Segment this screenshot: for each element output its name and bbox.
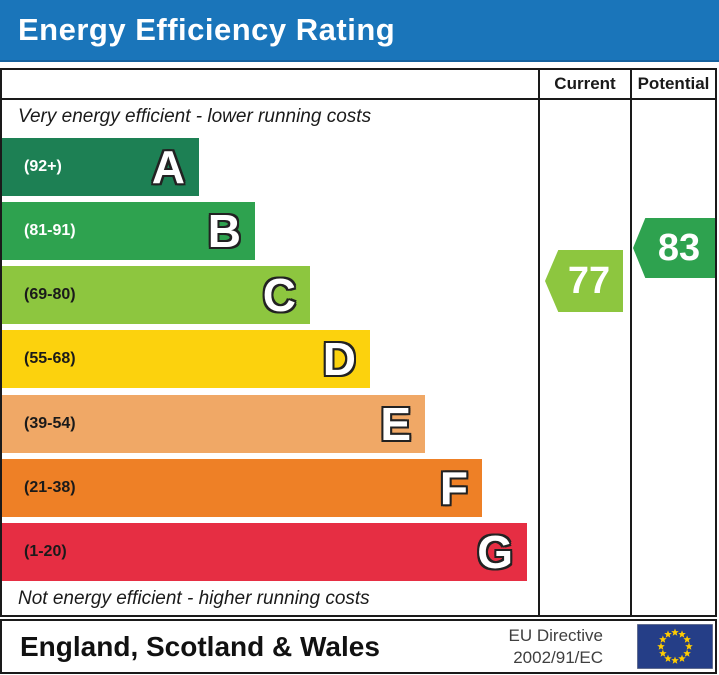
rating-table: Current Potential Very energy efficient … [0, 68, 717, 617]
page-title: Energy Efficiency Rating [18, 12, 396, 47]
band-c-letter: C [262, 269, 296, 321]
band-c: (69-80) C [2, 266, 310, 324]
band-e-range: (39-54) [24, 415, 76, 432]
eu-directive-label: EU Directive 2002/91/EC [509, 624, 603, 668]
column-divider-potential [630, 70, 632, 615]
band-c-range: (69-80) [24, 286, 76, 303]
band-e: (39-54) E [2, 395, 425, 453]
band-f: (21-38) F [2, 459, 482, 517]
band-a-letter: A [151, 141, 185, 193]
eu-flag-icon [637, 624, 713, 669]
top-note: Very energy efficient - lower running co… [18, 106, 372, 127]
column-header-current: Current [554, 74, 616, 93]
potential-rating-value: 83 [657, 226, 701, 269]
bottom-note: Not energy efficient - higher running co… [18, 588, 370, 609]
region-label: England, Scotland & Wales [20, 630, 380, 662]
band-d: (55-68) D [2, 330, 370, 388]
potential-rating-arrow: 83 [633, 218, 715, 278]
header-row-divider [2, 98, 715, 100]
band-f-range: (21-38) [24, 479, 76, 496]
band-g-letter: G [477, 526, 513, 578]
eu-directive-line1: EU Directive [508, 625, 603, 645]
current-rating-arrow: 77 [545, 250, 623, 312]
band-d-range: (55-68) [24, 350, 76, 367]
band-f-letter: F [439, 462, 468, 514]
band-b-letter: B [207, 205, 241, 257]
footer: England, Scotland & Wales EU Directive 2… [0, 619, 717, 674]
band-e-letter: E [380, 398, 411, 450]
title-bar: Energy Efficiency Rating [0, 0, 719, 62]
band-a: (92+) A [2, 138, 199, 196]
band-d-letter: D [322, 333, 356, 385]
band-g: (1-20) G [2, 523, 527, 581]
column-divider-current [538, 70, 540, 615]
column-header-potential: Potential [637, 74, 710, 93]
band-b: (81-91) B [2, 202, 255, 260]
band-a-range: (92+) [24, 158, 62, 175]
band-g-range: (1-20) [24, 543, 67, 560]
band-b-range: (81-91) [24, 222, 76, 239]
eu-directive-line2: 2002/91/EC [513, 647, 603, 667]
current-rating-value: 77 [567, 259, 611, 302]
